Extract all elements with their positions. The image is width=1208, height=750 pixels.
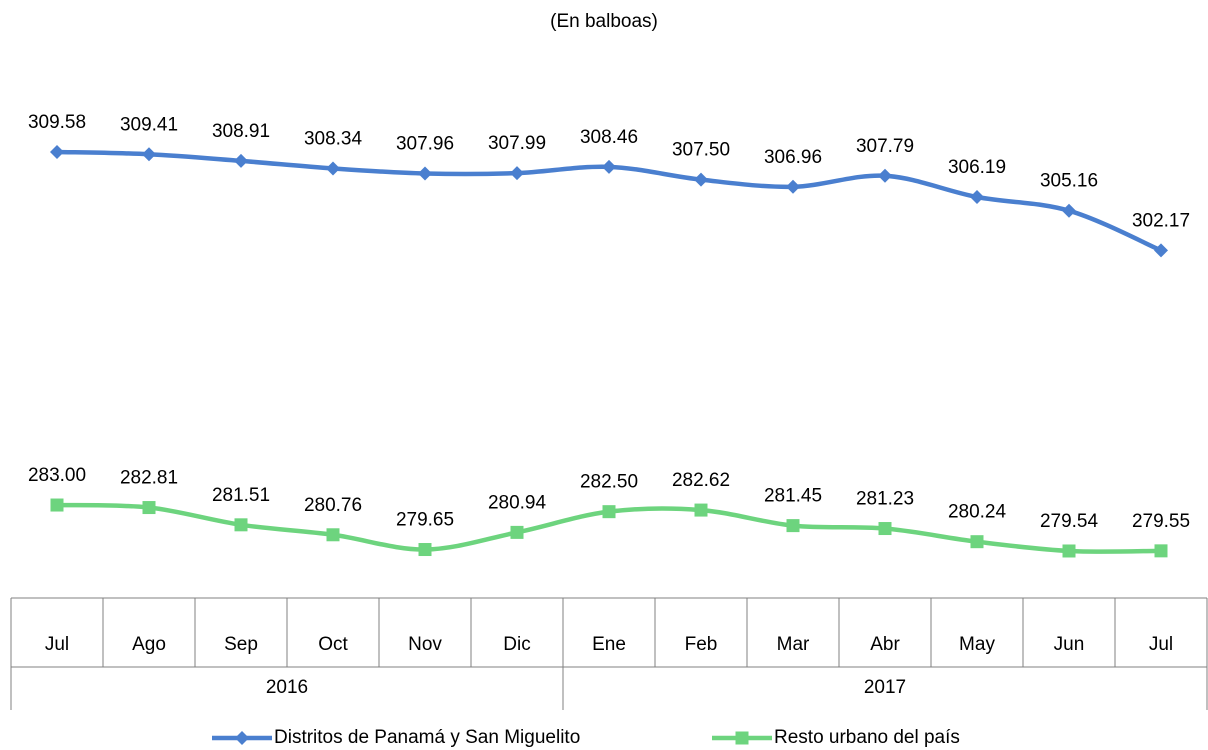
x-tick-label: Feb <box>685 634 718 655</box>
marker <box>50 144 64 159</box>
x-tick-label: Dic <box>503 634 530 655</box>
x-tick-label: Oct <box>318 634 348 655</box>
marker <box>602 505 616 519</box>
marker <box>142 501 156 515</box>
marker <box>1154 544 1168 558</box>
data-label: 283.00 <box>28 465 86 486</box>
data-label: 307.99 <box>488 133 546 154</box>
data-label: 281.23 <box>856 489 914 510</box>
marker <box>50 498 64 512</box>
marker <box>970 535 984 549</box>
legend-label: Resto urbano del país <box>774 727 960 748</box>
x-tick-label: Nov <box>408 634 442 655</box>
data-label: 280.76 <box>304 495 362 516</box>
marker <box>694 503 708 517</box>
marker <box>1062 544 1076 558</box>
legend-marker <box>735 731 749 745</box>
group-label: 2016 <box>266 677 308 698</box>
data-label: 305.16 <box>1040 171 1098 192</box>
marker <box>142 147 156 162</box>
x-tick-label: May <box>959 634 995 655</box>
x-tick-label: Jun <box>1054 634 1085 655</box>
marker <box>970 190 984 205</box>
data-label: 308.34 <box>304 128 363 149</box>
marker <box>510 525 524 539</box>
data-label: 307.79 <box>856 136 914 157</box>
data-label: 282.62 <box>672 470 730 491</box>
marker <box>326 161 340 176</box>
data-label: 302.17 <box>1132 210 1190 231</box>
marker <box>1062 203 1076 218</box>
data-label: 280.94 <box>488 492 547 513</box>
marker <box>878 168 892 183</box>
chart-title: (En balboas) <box>550 11 658 32</box>
data-label: 280.24 <box>948 502 1007 523</box>
marker <box>602 159 616 174</box>
group-label: 2017 <box>864 677 906 698</box>
marker <box>786 519 800 533</box>
marker <box>234 153 248 168</box>
data-label: 309.41 <box>120 114 178 135</box>
x-tick-label: Mar <box>777 634 810 655</box>
marker <box>326 528 340 542</box>
legend-label: Distritos de Panamá y San Miguelito <box>274 727 580 748</box>
marker <box>510 166 524 181</box>
marker <box>878 522 892 536</box>
data-label: 279.55 <box>1132 511 1190 532</box>
legend-marker <box>235 731 249 745</box>
data-label: 308.91 <box>212 121 270 142</box>
data-label: 306.96 <box>764 147 822 168</box>
x-tick-label: Ene <box>592 634 626 655</box>
data-label: 306.19 <box>948 157 1006 178</box>
x-tick-label: Jul <box>1149 634 1173 655</box>
marker <box>1154 243 1168 258</box>
data-label: 282.81 <box>120 468 178 489</box>
data-label: 309.58 <box>28 112 86 133</box>
data-label: 307.50 <box>672 140 730 161</box>
data-label: 281.51 <box>212 485 270 506</box>
marker <box>234 518 248 532</box>
data-label: 307.96 <box>396 134 454 155</box>
x-tick-label: Abr <box>870 634 900 655</box>
marker <box>418 166 432 181</box>
x-tick-label: Jul <box>45 634 69 655</box>
marker <box>694 172 708 187</box>
marker <box>418 543 432 557</box>
marker <box>786 179 800 194</box>
x-tick-label: Sep <box>224 634 258 655</box>
data-label: 308.46 <box>580 127 638 148</box>
data-label: 279.54 <box>1040 511 1099 532</box>
data-label: 279.65 <box>396 510 454 531</box>
data-label: 282.50 <box>580 472 638 493</box>
x-tick-label: Ago <box>132 634 166 655</box>
data-label: 281.45 <box>764 486 822 507</box>
